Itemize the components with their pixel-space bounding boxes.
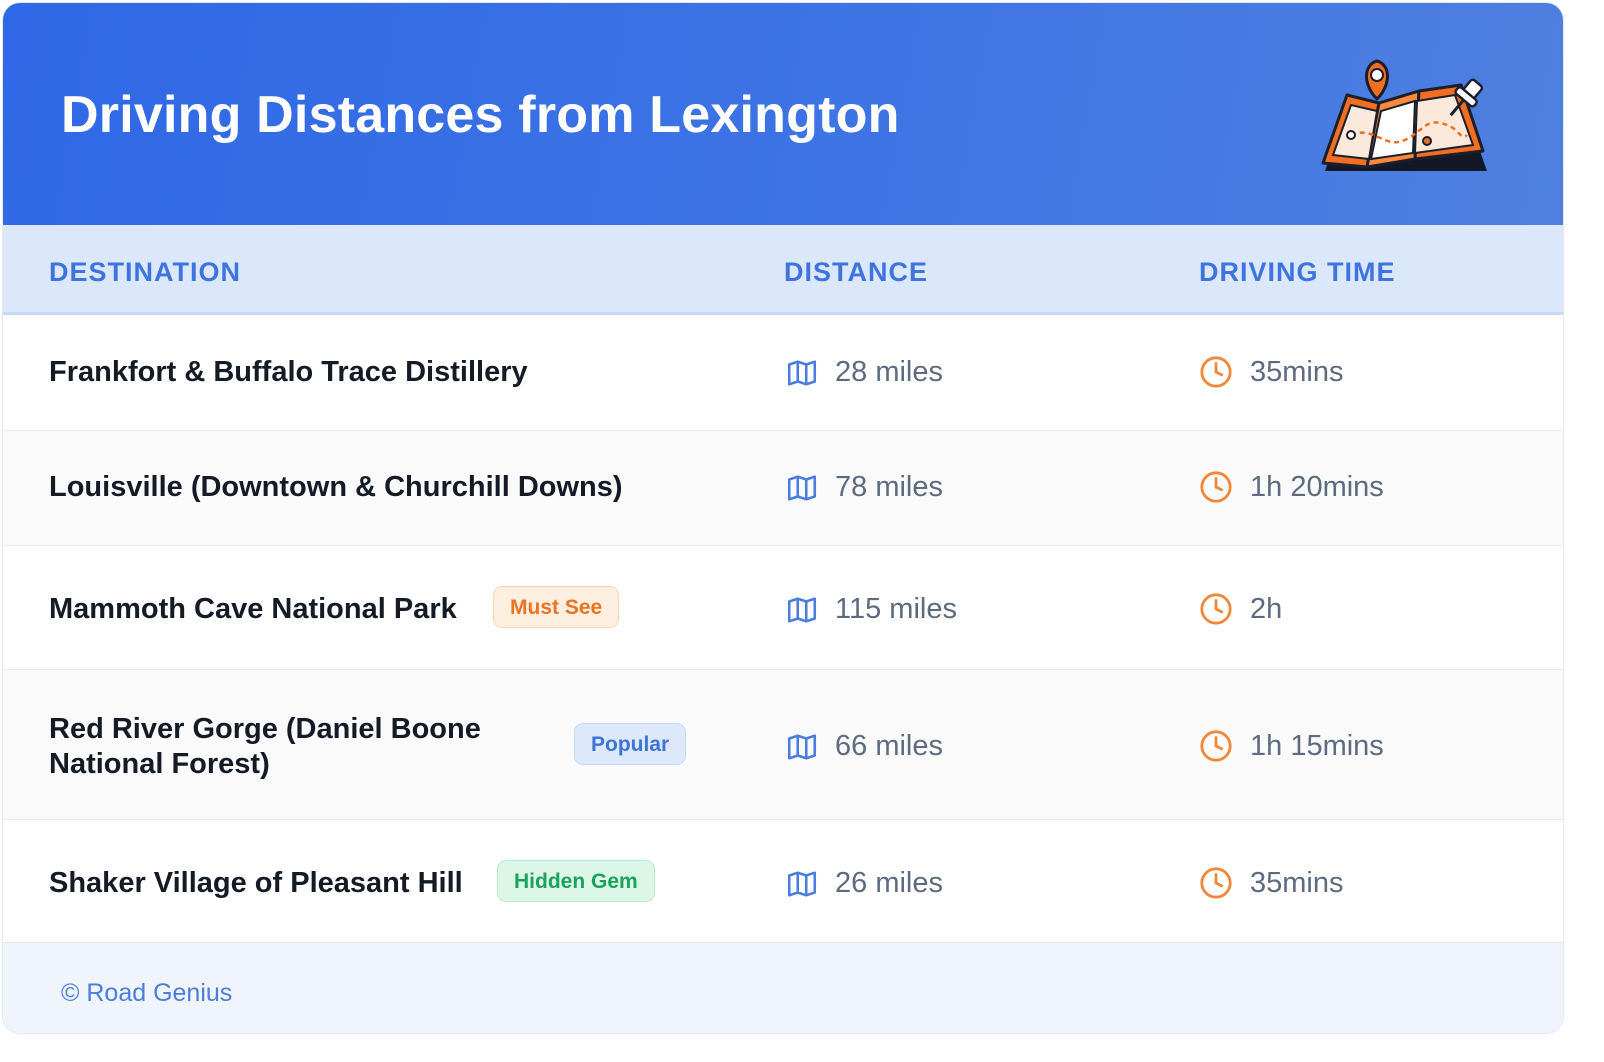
distance-value: 28 miles [835, 356, 943, 388]
badge-hidden-gem: Hidden Gem [497, 860, 655, 902]
table-row: Frankfort & Buffalo Trace Distillery 28 … [3, 315, 1563, 431]
badge-must-see: Must See [493, 586, 620, 628]
distance-value: 66 miles [835, 730, 943, 762]
map-icon [787, 871, 817, 897]
distance-value: 115 miles [835, 593, 957, 625]
map-icon [787, 597, 817, 623]
column-header-driving-time[interactable]: DRIVING TIME [1199, 257, 1396, 287]
clock-icon [1200, 471, 1232, 503]
driving-time-value: 35mins [1250, 356, 1344, 388]
clock-icon [1200, 730, 1232, 762]
clock-icon [1200, 356, 1232, 388]
destination-name: Red River Gorge (Daniel Boone National F… [49, 713, 481, 780]
driving-time-value: 35mins [1250, 867, 1344, 899]
column-header-destination[interactable]: DESTINATION [49, 257, 241, 287]
map-icon [787, 360, 817, 386]
destination-name: Frankfort & Buffalo Trace Distillery [49, 356, 528, 388]
clock-icon [1200, 593, 1232, 625]
distance-value: 26 miles [835, 867, 943, 899]
destination-name: Louisville (Downtown & Churchill Downs) [49, 471, 623, 503]
table-row: Red River Gorge (Daniel Boone National F… [3, 670, 1563, 820]
card-footer: © Road Genius [3, 942, 1563, 1033]
driving-time-value: 1h 20mins [1250, 471, 1384, 503]
folded-map-with-pins-icon [1321, 59, 1487, 171]
footer-credit[interactable]: © Road Genius [61, 979, 233, 1007]
destination-name: Mammoth Cave National Park [49, 593, 457, 625]
map-icon [787, 734, 817, 760]
card-header: Driving Distances from Lexington [3, 3, 1563, 225]
table-header: DESTINATION DISTANCE DRIVING TIME [3, 225, 1563, 315]
page-title: Driving Distances from Lexington [61, 86, 900, 144]
driving-time-value: 2h [1250, 593, 1283, 625]
badge-popular: Popular [574, 723, 687, 765]
distance-card: Driving Distances from Lexington [2, 2, 1564, 1034]
clock-icon [1200, 867, 1232, 899]
table-row: Mammoth Cave National Park Must See 115 … [3, 546, 1563, 670]
distance-value: 78 miles [835, 471, 943, 503]
table-row: Louisville (Downtown & Churchill Downs) … [3, 431, 1563, 546]
column-header-distance[interactable]: DISTANCE [784, 257, 929, 287]
driving-time-value: 1h 15mins [1250, 730, 1384, 762]
destination-name: Shaker Village of Pleasant Hill [49, 867, 463, 899]
map-icon [787, 475, 817, 501]
table-row: Shaker Village of Pleasant Hill Hidden G… [3, 820, 1563, 942]
